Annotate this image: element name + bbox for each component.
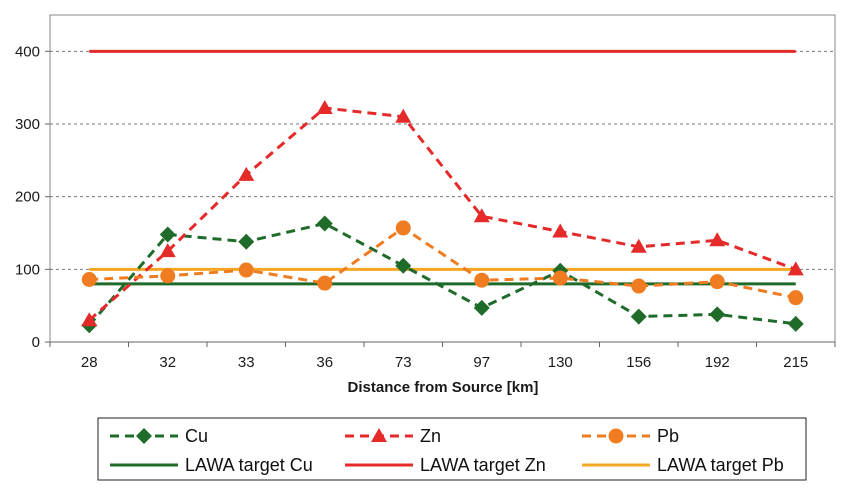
y-tick-label: 0 bbox=[32, 334, 40, 351]
x-tick-label: 73 bbox=[395, 354, 412, 371]
legend-marker bbox=[371, 428, 387, 442]
axes: 0 100 200 300 400 28 32 33 36 73 97 130 156 192 215 bbox=[15, 43, 836, 371]
data-point-pb bbox=[788, 290, 804, 306]
data-point-cu bbox=[395, 257, 412, 274]
x-tick-label: 192 bbox=[705, 354, 730, 371]
legend-item-cu: Cu bbox=[110, 426, 208, 446]
data-point-cu bbox=[709, 306, 726, 323]
data-point-zn bbox=[552, 223, 569, 238]
legend-marker bbox=[136, 428, 152, 444]
plot-area bbox=[49, 14, 836, 343]
legend: Cu Zn Pb LAWA target Cu LAWA target Zn LAWA t… bbox=[110, 426, 784, 475]
data-point-pb bbox=[474, 272, 490, 288]
data-point-pb bbox=[395, 220, 411, 236]
legend-item-lawa-target-zn: LAWA target Zn bbox=[345, 455, 546, 475]
data-point-pb bbox=[552, 270, 568, 286]
data-point-zn bbox=[473, 208, 490, 223]
y-tick-label: 300 bbox=[15, 116, 40, 133]
legend-item-zn: Zn bbox=[345, 426, 441, 446]
legend-label: Pb bbox=[657, 426, 679, 446]
data-point-cu bbox=[238, 233, 255, 250]
data-point-cu bbox=[787, 315, 804, 332]
data-point-pb bbox=[317, 275, 333, 291]
x-tick-label: 156 bbox=[626, 354, 651, 371]
y-tick-label: 100 bbox=[15, 261, 40, 278]
x-tick-label: 33 bbox=[238, 354, 255, 371]
y-tick-label: 200 bbox=[15, 189, 40, 206]
data-point-zn bbox=[159, 243, 176, 258]
data-point-pb bbox=[238, 262, 254, 278]
data-point-pb bbox=[631, 278, 647, 294]
data-point-cu bbox=[316, 215, 333, 232]
series-line-pb bbox=[89, 226, 797, 300]
x-tick-label: 97 bbox=[473, 354, 490, 371]
legend-label: Cu bbox=[185, 426, 208, 446]
legend-marker bbox=[608, 428, 624, 444]
data-point-zn bbox=[395, 108, 412, 123]
legend-label: Zn bbox=[420, 426, 441, 446]
x-tick-label: 215 bbox=[783, 354, 808, 371]
x-axis-title: Distance from Source [km] bbox=[348, 379, 539, 396]
data-point-pb bbox=[81, 272, 97, 288]
x-tick-label: 130 bbox=[548, 354, 573, 371]
data-point-cu bbox=[159, 226, 176, 243]
data-point-pb bbox=[160, 268, 176, 284]
x-tick-label: 32 bbox=[159, 354, 176, 371]
data-point-zn bbox=[238, 166, 255, 181]
x-tick-label: 28 bbox=[81, 354, 98, 371]
data-point-zn bbox=[709, 232, 726, 247]
series-pb bbox=[81, 220, 804, 306]
data-point-pb bbox=[709, 274, 725, 290]
legend-label: LAWA target Pb bbox=[657, 455, 784, 475]
data-point-zn bbox=[316, 100, 333, 115]
series-line-zn bbox=[88, 106, 797, 322]
data-point-zn bbox=[787, 261, 804, 276]
data-point-zn bbox=[630, 238, 647, 253]
legend-item-pb: Pb bbox=[582, 426, 679, 446]
legend-label: LAWA target Cu bbox=[185, 455, 313, 475]
legend-item-lawa-target-pb: LAWA target Pb bbox=[582, 455, 784, 475]
series-zn bbox=[81, 100, 804, 327]
legend-box bbox=[97, 417, 807, 481]
x-tick-label: 36 bbox=[316, 354, 333, 371]
series bbox=[81, 49, 804, 334]
data-point-zn bbox=[81, 312, 98, 327]
data-point-cu bbox=[473, 299, 490, 316]
series-line-cu bbox=[88, 221, 796, 327]
data-point-cu bbox=[630, 308, 647, 325]
legend-label: LAWA target Zn bbox=[420, 455, 546, 475]
legend-item-lawa-target-cu: LAWA target Cu bbox=[110, 455, 313, 475]
y-tick-label: 400 bbox=[15, 43, 40, 60]
